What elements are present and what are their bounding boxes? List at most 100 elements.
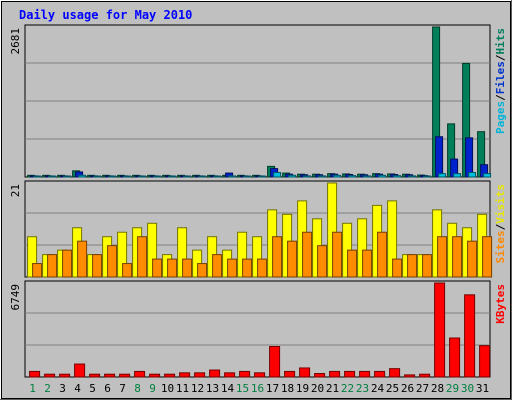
bar-kbytes-3 (59, 373, 71, 378)
bar-pages-25 (393, 175, 402, 178)
x-tick-label: 5 (89, 382, 96, 395)
x-tick-label: 14 (221, 382, 235, 395)
bar-sites-15 (242, 258, 253, 278)
bar-kbytes-13 (209, 369, 221, 378)
legend: KBytes (494, 284, 507, 324)
bar-kbytes-26 (404, 374, 416, 378)
bar-sites-25 (392, 258, 403, 278)
bar-files-30 (465, 137, 474, 178)
bar-kbytes-9 (149, 373, 161, 378)
legend-entry: KBytes (494, 284, 507, 324)
bar-pages-1 (33, 175, 42, 178)
bar-sites-31 (482, 236, 493, 278)
outer-border (1, 1, 511, 399)
y-max-label: 21 (9, 184, 22, 197)
bar-pages-3 (63, 175, 72, 178)
bar-pages-14 (228, 175, 237, 178)
bar-pages-4 (78, 174, 87, 178)
bar-pages-30 (468, 172, 477, 178)
bar-kbytes-7 (119, 373, 131, 378)
bar-sites-19 (302, 231, 313, 278)
bar-pages-21 (333, 174, 342, 178)
bar-kbytes-18 (284, 370, 296, 378)
bar-sites-30 (467, 240, 478, 278)
bar-sites-5 (92, 254, 103, 278)
bar-files-28 (435, 136, 444, 178)
x-tick-label: 26 (401, 382, 414, 395)
bar-sites-27 (422, 254, 433, 278)
plot-area (24, 280, 491, 378)
x-tick-label: 2 (44, 382, 51, 395)
x-tick-labels: 1 2 3 4 5 6 7 8 9 10 11 12 13 14 15 16 17 18 19 20 21 22 23 24 2… (29, 382, 489, 395)
legend-entry: Sites (494, 230, 507, 263)
x-tick-label: 15 (236, 382, 249, 395)
bar-pages-24 (378, 174, 387, 178)
series-kbytes (29, 282, 491, 378)
bar-sites-17 (272, 236, 283, 278)
x-tick-label: 3 (59, 382, 66, 395)
x-tick-label: 8 (134, 382, 141, 395)
bar-kbytes-10 (164, 373, 176, 378)
legend-separator: / (494, 94, 507, 101)
x-tick-label: 22 (341, 382, 354, 395)
series-pages (33, 172, 492, 178)
bar-kbytes-30 (464, 294, 476, 378)
x-tick-label: 20 (311, 382, 324, 395)
y-max-label: 2681 (9, 28, 22, 55)
x-tick-label: 6 (104, 382, 111, 395)
bar-sites-1 (32, 263, 43, 278)
bar-sites-14 (227, 258, 238, 278)
bar-pages-11 (183, 175, 192, 178)
bar-pages-12 (198, 175, 207, 178)
bar-kbytes-1 (29, 370, 41, 378)
legend: Pages/Files/Hits (494, 28, 507, 134)
series-sites (32, 231, 493, 278)
bar-pages-15 (243, 175, 252, 178)
bar-pages-13 (213, 175, 222, 178)
bar-sites-8 (137, 236, 148, 278)
x-tick-label: 13 (206, 382, 219, 395)
bar-kbytes-20 (314, 373, 326, 378)
visits-panel: 21 Sites/Visits (9, 180, 507, 278)
x-tick-label: 17 (266, 382, 279, 395)
kbytes-panel: 6749 KBytes (9, 280, 507, 378)
y-max-label: 6749 (9, 284, 22, 311)
bar-pages-7 (123, 175, 132, 178)
bar-sites-21 (332, 231, 343, 278)
x-tick-label: 1 (29, 382, 36, 395)
bar-pages-2 (48, 175, 57, 178)
chart-title: Daily usage for May 2010 (19, 8, 192, 22)
bar-pages-26 (408, 175, 417, 178)
bar-kbytes-23 (359, 370, 371, 378)
x-tick-label: 27 (416, 382, 429, 395)
bar-sites-16 (257, 258, 268, 278)
bar-kbytes-5 (89, 373, 101, 378)
legend-entry: Files (494, 61, 507, 94)
bar-pages-5 (93, 175, 102, 178)
bar-pages-31 (483, 173, 492, 178)
bar-pages-23 (363, 175, 372, 178)
x-tick-label: 7 (119, 382, 126, 395)
bar-sites-20 (317, 245, 328, 278)
bar-sites-24 (377, 231, 388, 278)
bar-kbytes-6 (104, 373, 116, 378)
bar-kbytes-28 (434, 282, 446, 378)
bar-kbytes-8 (134, 370, 146, 378)
bar-sites-9 (152, 258, 163, 278)
bar-pages-22 (348, 175, 357, 178)
hits-panel: 2681 Pages/Files/Hits (9, 24, 507, 178)
bar-kbytes-25 (389, 368, 401, 378)
bar-sites-29 (452, 236, 463, 278)
bar-kbytes-2 (44, 373, 56, 378)
bar-pages-29 (453, 173, 462, 178)
x-tick-label: 4 (74, 382, 81, 395)
bar-kbytes-14 (224, 372, 236, 378)
bar-pages-6 (108, 175, 117, 178)
bar-kbytes-19 (299, 367, 311, 378)
bar-kbytes-12 (194, 372, 206, 378)
x-tick-label: 31 (476, 382, 489, 395)
x-tick-label: 16 (251, 382, 264, 395)
